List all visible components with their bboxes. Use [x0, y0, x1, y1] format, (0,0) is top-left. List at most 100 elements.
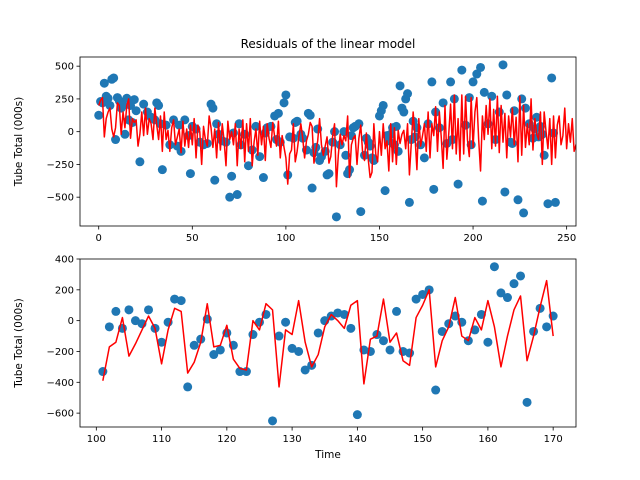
data-point [352, 410, 362, 420]
data-point [539, 150, 549, 160]
data-point [437, 326, 447, 336]
data-point [385, 345, 395, 355]
y-tick-label: 500 [55, 62, 74, 73]
y-axis-label: Tube Total (000s) [13, 298, 25, 389]
y-tick-label: 400 [55, 255, 74, 266]
data-point [520, 103, 530, 113]
x-tick-label: 160 [478, 434, 497, 445]
data-point [209, 350, 219, 360]
data-point [500, 187, 510, 197]
data-point [103, 93, 113, 103]
data-point [380, 186, 390, 196]
y-tick-label: 200 [55, 285, 74, 296]
scatter-series [98, 262, 558, 426]
data-point [129, 95, 139, 105]
data-point [176, 296, 186, 306]
data-point [273, 108, 283, 118]
data-point [243, 161, 253, 171]
data-point [120, 129, 130, 139]
y-tick-label: −500 [47, 193, 74, 204]
data-point [411, 294, 421, 304]
y-tick-label: −250 [47, 160, 74, 171]
x-tick-label: 50 [186, 233, 199, 244]
data-point [131, 106, 141, 116]
data-point [472, 69, 482, 79]
data-point [404, 197, 414, 207]
data-point [174, 120, 184, 130]
data-point [294, 346, 304, 356]
axes-frame [79, 258, 577, 428]
data-point [356, 207, 366, 217]
data-point [139, 99, 149, 109]
data-point [519, 208, 529, 218]
data-point [185, 169, 195, 179]
data-point [403, 89, 413, 99]
data-point [124, 305, 134, 315]
data-point [111, 135, 121, 145]
data-point [365, 346, 375, 356]
data-point [427, 77, 437, 87]
x-tick-label: 150 [413, 434, 432, 445]
x-axis-label: Time [314, 449, 341, 461]
data-point [313, 328, 323, 338]
data-point [516, 271, 526, 281]
y-tick-label: 250 [55, 94, 74, 105]
data-point [479, 87, 489, 97]
x-tick-label: 100 [276, 233, 295, 244]
data-point [429, 184, 439, 194]
x-tick-label: 120 [217, 434, 236, 445]
data-point [453, 179, 463, 189]
data-point [300, 365, 310, 375]
data-point [498, 60, 508, 70]
data-point [405, 348, 415, 358]
data-point [476, 62, 486, 72]
data-point [232, 190, 242, 200]
data-point [339, 309, 349, 319]
data-point [135, 157, 145, 167]
y-tick-label: −200 [47, 347, 74, 358]
data-point [94, 110, 104, 120]
data-point [255, 152, 265, 162]
data-point [468, 77, 478, 87]
top-residuals-chart: 0 50 100 150 200 250 −500 −250 0 250 500 Residuals … [13, 37, 577, 244]
x-tick-label: 170 [544, 434, 563, 445]
axes-frame [79, 56, 577, 227]
plot-area [94, 60, 576, 222]
data-point [438, 98, 448, 108]
data-point [446, 77, 456, 87]
data-point [154, 100, 164, 110]
data-point [189, 340, 199, 350]
data-point [118, 100, 128, 110]
data-point [279, 98, 289, 108]
x-tick-label: 250 [557, 233, 576, 244]
data-point [324, 169, 334, 179]
data-point [234, 119, 244, 129]
data-point [522, 397, 532, 407]
y-tick-label: 0 [68, 127, 74, 138]
data-point [502, 293, 512, 303]
data-point [157, 337, 167, 347]
data-point [180, 115, 190, 125]
data-point [354, 119, 364, 129]
x-tick-label: 200 [464, 233, 483, 244]
data-point [542, 322, 552, 332]
data-point [144, 305, 154, 315]
y-tick-label: −400 [47, 378, 74, 389]
x-tick-label: 100 [87, 434, 106, 445]
data-point [210, 175, 220, 185]
data-point [483, 337, 493, 347]
data-point [418, 289, 428, 299]
data-point [307, 183, 317, 193]
data-point [502, 90, 512, 100]
data-point [208, 103, 218, 113]
data-point [509, 279, 519, 289]
data-point [258, 173, 268, 183]
data-point [513, 195, 523, 205]
data-point [507, 138, 517, 148]
data-point [281, 317, 291, 327]
data-point [496, 288, 506, 298]
data-point [391, 121, 401, 131]
data-point [268, 416, 278, 426]
x-tick-label: 130 [283, 434, 302, 445]
